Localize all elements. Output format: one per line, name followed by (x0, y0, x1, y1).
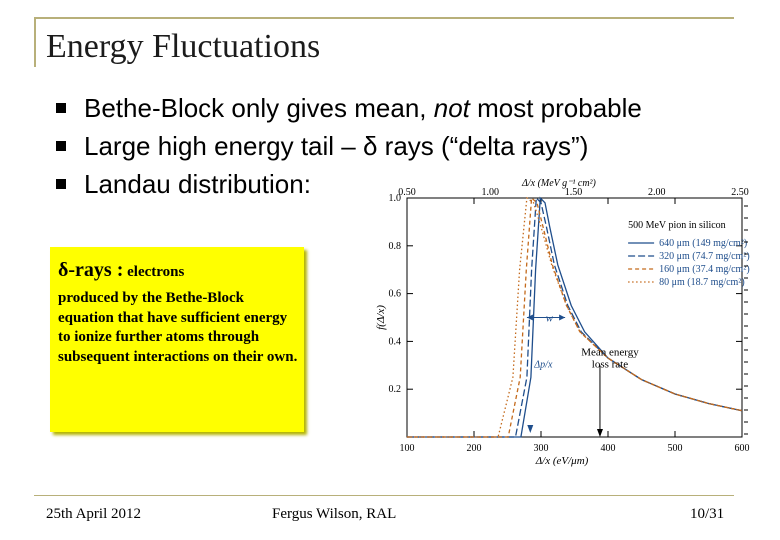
most-probable-arrow-icon (527, 425, 534, 433)
bullet-text: Large high energy tail – δ rays (“delta … (84, 131, 589, 161)
slide-title: Energy Fluctuations (46, 28, 321, 65)
footer-date: 25th April 2012 (46, 506, 142, 522)
fwhm-w-arrow-right (559, 314, 566, 321)
annotation-label: Mean energy (581, 347, 639, 359)
bullet-text: Bethe-Block only gives mean, not most pr… (84, 92, 642, 124)
square-bullet-icon (56, 141, 66, 151)
y-tick-label: 0.6 (389, 289, 402, 300)
annotation-label: loss rate (592, 359, 628, 371)
frame-top-rule (34, 17, 734, 19)
x2-tick-label: 0.50 (398, 187, 416, 198)
y-tick-label: 1.0 (389, 193, 402, 204)
bullet-text-pre: Bethe-Block only gives mean, (84, 93, 434, 123)
x2-tick-label: 2.00 (648, 187, 666, 198)
x-tick-label: 300 (534, 443, 549, 454)
delta-rays-note-box: δ-rays : electrons produced by the Bethe… (50, 247, 304, 432)
landau-distribution-chart: 100 200 300 400 500 600 0.2 0.4 0.6 0.8 1.00.50 1.0… (375, 178, 750, 467)
annotation-label: Δp/x (533, 360, 553, 371)
plot-frame (406, 197, 743, 438)
legend-label: 160 μm (37.4 mg/cm²) (659, 264, 750, 275)
x2-tick-label: 2.50 (731, 187, 749, 198)
note-body: produced by the Bethe-Block equation tha… (58, 290, 298, 365)
y-tick-label: 0.8 (389, 241, 402, 252)
bullet-text-post: most probable (469, 93, 642, 123)
bullet-text: Landau distribution: (84, 169, 311, 199)
note-heading-main: δ-rays : (58, 259, 124, 281)
x-tick-label: 400 (601, 443, 616, 454)
series-line (407, 196, 743, 438)
series-line (407, 196, 743, 438)
x-tick-label: 500 (668, 443, 683, 454)
mean-energy-arrow-icon (596, 429, 603, 437)
note-heading-small: electrons (123, 264, 185, 280)
x-tick-label: 600 (735, 443, 750, 454)
frame-left-rule (34, 17, 36, 67)
square-bullet-icon (56, 179, 66, 189)
chart-title: 500 MeV pion in silicon (628, 220, 726, 231)
x2-tick-label: 1.00 (482, 187, 500, 198)
x-tick-label: 200 (467, 443, 482, 454)
x-tick-label: 100 (400, 443, 415, 454)
y-tick-label: 0.2 (389, 384, 402, 395)
footer-rule (34, 495, 734, 496)
fwhm-w-arrow-left (526, 314, 533, 321)
bullet-text-emphasis: not (433, 93, 470, 123)
legend-label: 80 μm (18.7 mg/cm²) (659, 277, 745, 288)
y-tick-label: 0.4 (389, 336, 402, 347)
note-heading: δ-rays : electrons (58, 259, 184, 282)
footer-page-number: 10/31 (690, 506, 725, 522)
y-axis-label: f(Δ/x) (375, 305, 387, 330)
legend-label: 320 μm (74.7 mg/cm²) (659, 251, 750, 262)
annotation-label: w (546, 313, 554, 325)
x2-axis-label: Δ/x (MeV g⁻¹ cm²) (521, 178, 597, 189)
legend-label: 640 μm (149 mg/cm²) (659, 238, 747, 249)
x-axis-label: Δ/x (eV/μm) (535, 455, 589, 467)
footer-author: Fergus Wilson, RAL (272, 506, 397, 522)
x2-tick-label: 1.50 (565, 187, 583, 198)
square-bullet-icon (56, 103, 66, 113)
